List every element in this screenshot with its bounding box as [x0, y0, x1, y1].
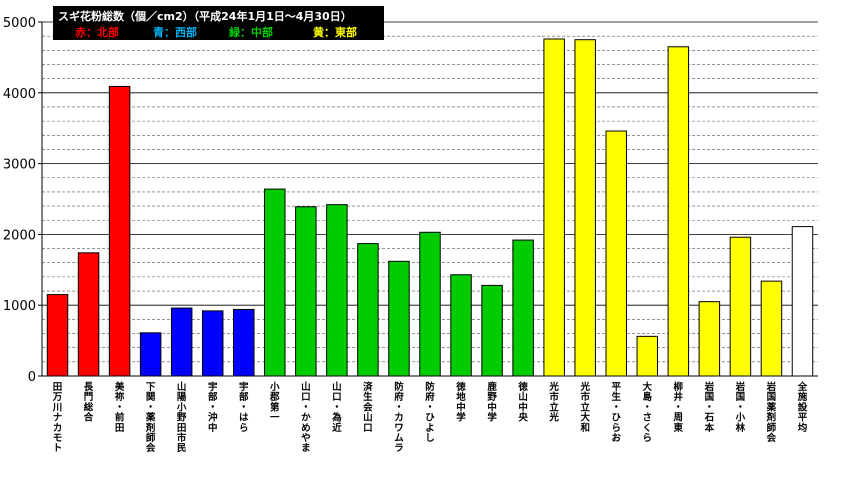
chart-title: スギ花粉総数（個／cm2）（平成24年1月1日～4月30日） — [58, 10, 352, 23]
x-tick-label: 山口・かめやま — [301, 381, 311, 454]
bar — [264, 188, 286, 377]
bar — [574, 39, 596, 377]
x-tick-label: 鹿野中学 — [486, 381, 497, 424]
bar — [388, 260, 410, 377]
x-tick-label: 宇部・はら — [239, 381, 249, 434]
x-tick-label: 美祢・前田 — [114, 381, 125, 434]
x-tick-label: 済生会山口 — [363, 381, 373, 434]
bar — [636, 335, 659, 377]
legend-regions: 赤：北部 青：西部 緑：中部 黄：東部 — [53, 24, 384, 39]
bar — [698, 301, 721, 377]
x-tick-label: 小郡第一 — [269, 381, 280, 424]
bar — [295, 206, 317, 377]
bar — [201, 310, 224, 377]
y-tick-label: 1000 — [3, 299, 36, 314]
x-tick-label: 田万川ナカモト — [52, 382, 63, 454]
bar — [77, 252, 100, 377]
x-tick-label: 平生・ひらお — [611, 382, 621, 444]
x-tick-label: 徳山中央 — [517, 381, 528, 424]
bar — [419, 231, 441, 377]
bar — [605, 130, 627, 377]
x-tick-label: 宇部・沖中 — [208, 381, 218, 434]
x-tick-label: 大島・さくら — [643, 381, 653, 444]
bar — [543, 38, 565, 377]
x-tick-label: 岩国・石本 — [704, 381, 715, 434]
x-tick-label: 柳井・周東 — [673, 381, 684, 434]
legend-west: 青：西部 — [153, 26, 197, 39]
chart-legend: スギ花粉総数（個／cm2）（平成24年1月1日～4月30日） 赤：北部 青：西部… — [53, 6, 384, 40]
x-tick-label: 全施設平均 — [797, 381, 808, 434]
x-tick-label: 下関・薬剤師会 — [145, 382, 156, 454]
bar — [481, 284, 503, 377]
y-axis-ticks: 0 1000 2000 3000 4000 5000 — [3, 16, 42, 385]
y-tick-label: 4000 — [3, 87, 36, 102]
bar — [46, 294, 69, 377]
x-tick-label: 山陽小野田市民 — [176, 381, 187, 454]
y-tick-label: 3000 — [3, 158, 36, 173]
x-tick-label: 岩国薬剤師会 — [766, 381, 777, 444]
bar — [791, 226, 814, 377]
bar — [667, 46, 690, 377]
x-tick-label: 防府・カワムラ — [394, 381, 404, 454]
bar — [729, 236, 752, 377]
bar — [170, 307, 193, 377]
bar — [760, 280, 783, 377]
legend-north: 赤：北部 — [75, 26, 119, 39]
bar — [139, 332, 162, 377]
x-tick-label: 光市立大和 — [579, 381, 590, 434]
y-tick-label: 0 — [28, 370, 36, 385]
x-axis-labels: 田万川ナカモト 長門総合 美祢・前田 下関・薬剤師会 山陽小野田市民 宇部・沖中 宇部・はら… — [52, 381, 808, 454]
y-tick-label: 2000 — [3, 228, 36, 243]
legend-central: 緑：中部 — [229, 26, 273, 39]
bar — [326, 204, 348, 377]
bar — [233, 308, 255, 377]
bar — [450, 274, 472, 377]
bar — [512, 239, 534, 377]
x-tick-label: 山口・為近 — [331, 381, 342, 434]
x-tick-label: 防府・ひよし — [425, 381, 435, 444]
y-tick-label: 5000 — [3, 16, 36, 31]
bar — [357, 243, 379, 377]
bars — [46, 38, 814, 377]
x-tick-label: 光市立光 — [548, 381, 559, 424]
bar — [108, 85, 131, 377]
x-tick-label: 徳地中学 — [455, 381, 466, 424]
legend-east: 黄：東部 — [313, 26, 357, 39]
x-tick-label: 長門総合 — [84, 382, 94, 424]
x-tick-label: 岩国・小林 — [735, 381, 746, 434]
